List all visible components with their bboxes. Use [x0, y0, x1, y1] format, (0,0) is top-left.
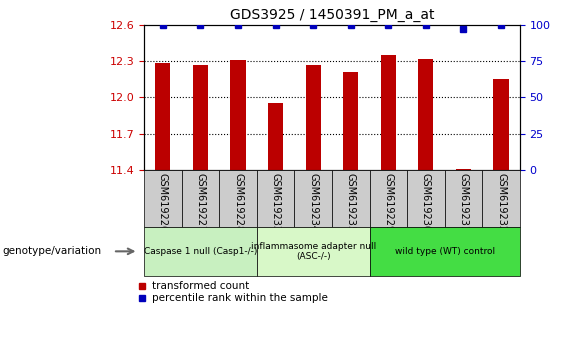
Bar — [306, 65, 321, 170]
Text: GSM619227: GSM619227 — [195, 173, 206, 232]
Title: GDS3925 / 1450391_PM_a_at: GDS3925 / 1450391_PM_a_at — [230, 8, 434, 22]
Bar — [445, 170, 483, 227]
Bar — [370, 227, 520, 276]
Bar — [181, 170, 219, 227]
Bar — [407, 170, 445, 227]
Text: GSM619232: GSM619232 — [496, 173, 506, 232]
Text: GSM619229: GSM619229 — [383, 173, 393, 232]
Text: GSM619231: GSM619231 — [458, 173, 468, 232]
Text: genotype/variation: genotype/variation — [3, 246, 102, 256]
Bar — [483, 170, 520, 227]
Text: GSM619226: GSM619226 — [158, 173, 168, 232]
Bar — [418, 59, 433, 170]
Bar — [155, 63, 171, 170]
Bar — [231, 60, 246, 170]
Legend: transformed count, percentile rank within the sample: transformed count, percentile rank withi… — [138, 281, 327, 303]
Bar — [257, 227, 370, 276]
Text: GSM619233: GSM619233 — [271, 173, 281, 232]
Bar — [144, 227, 257, 276]
Bar — [193, 65, 208, 170]
Text: Caspase 1 null (Casp1-/-): Caspase 1 null (Casp1-/-) — [144, 247, 257, 256]
Bar — [144, 170, 182, 227]
Text: GSM619230: GSM619230 — [421, 173, 431, 232]
Text: GSM619234: GSM619234 — [308, 173, 318, 232]
Bar — [343, 72, 358, 170]
Bar — [294, 170, 332, 227]
Text: GSM619235: GSM619235 — [346, 173, 356, 232]
Text: wild type (WT) control: wild type (WT) control — [394, 247, 495, 256]
Bar — [370, 170, 407, 227]
Text: GSM619228: GSM619228 — [233, 173, 243, 232]
Bar — [456, 169, 471, 170]
Bar — [268, 103, 283, 170]
Bar — [219, 170, 257, 227]
Bar — [332, 170, 370, 227]
Bar — [493, 79, 508, 170]
Text: inflammasome adapter null
(ASC-/-): inflammasome adapter null (ASC-/-) — [250, 242, 376, 261]
Bar — [381, 55, 396, 170]
Bar — [257, 170, 294, 227]
